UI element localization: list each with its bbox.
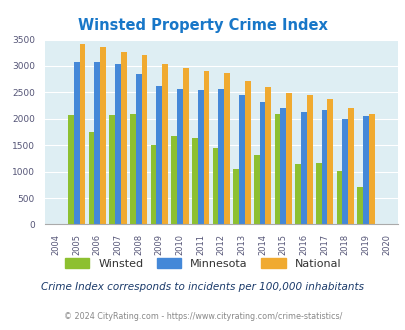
Bar bbox=[244, 81, 250, 224]
Bar bbox=[162, 64, 168, 224]
Bar bbox=[239, 94, 244, 224]
Bar bbox=[347, 108, 353, 224]
Bar bbox=[109, 115, 115, 224]
Bar bbox=[130, 114, 135, 224]
Bar bbox=[177, 89, 182, 224]
Bar bbox=[100, 47, 106, 224]
Bar bbox=[150, 145, 156, 224]
Bar bbox=[362, 115, 368, 224]
Bar bbox=[192, 138, 197, 224]
Bar bbox=[88, 132, 94, 224]
Bar bbox=[115, 64, 121, 224]
Text: Winsted Property Crime Index: Winsted Property Crime Index bbox=[78, 18, 327, 33]
Bar bbox=[315, 163, 321, 224]
Bar bbox=[233, 170, 239, 224]
Bar bbox=[74, 62, 79, 224]
Bar bbox=[94, 62, 100, 224]
Bar bbox=[274, 114, 280, 224]
Bar bbox=[141, 55, 147, 224]
Bar bbox=[280, 108, 286, 224]
Bar bbox=[121, 52, 126, 224]
Bar bbox=[79, 44, 85, 224]
Bar bbox=[224, 73, 229, 224]
Bar bbox=[197, 90, 203, 224]
Bar bbox=[68, 115, 74, 224]
Bar bbox=[327, 99, 333, 224]
Bar bbox=[156, 85, 162, 224]
Bar bbox=[368, 114, 374, 224]
Bar bbox=[212, 148, 218, 224]
Bar bbox=[182, 68, 188, 224]
Bar bbox=[171, 136, 177, 224]
Bar bbox=[286, 93, 291, 224]
Bar bbox=[341, 119, 347, 224]
Bar bbox=[259, 102, 265, 224]
Bar bbox=[203, 71, 209, 224]
Bar bbox=[135, 74, 141, 224]
Text: Crime Index corresponds to incidents per 100,000 inhabitants: Crime Index corresponds to incidents per… bbox=[41, 282, 364, 292]
Bar bbox=[265, 87, 271, 224]
Bar bbox=[306, 95, 312, 224]
Bar bbox=[300, 112, 306, 224]
Text: © 2024 CityRating.com - https://www.cityrating.com/crime-statistics/: © 2024 CityRating.com - https://www.city… bbox=[64, 312, 341, 321]
Bar bbox=[294, 164, 300, 224]
Legend: Winsted, Minnesota, National: Winsted, Minnesota, National bbox=[60, 253, 345, 273]
Bar bbox=[336, 171, 341, 224]
Bar bbox=[253, 155, 259, 224]
Bar bbox=[356, 187, 362, 224]
Bar bbox=[321, 110, 327, 224]
Bar bbox=[218, 89, 224, 224]
